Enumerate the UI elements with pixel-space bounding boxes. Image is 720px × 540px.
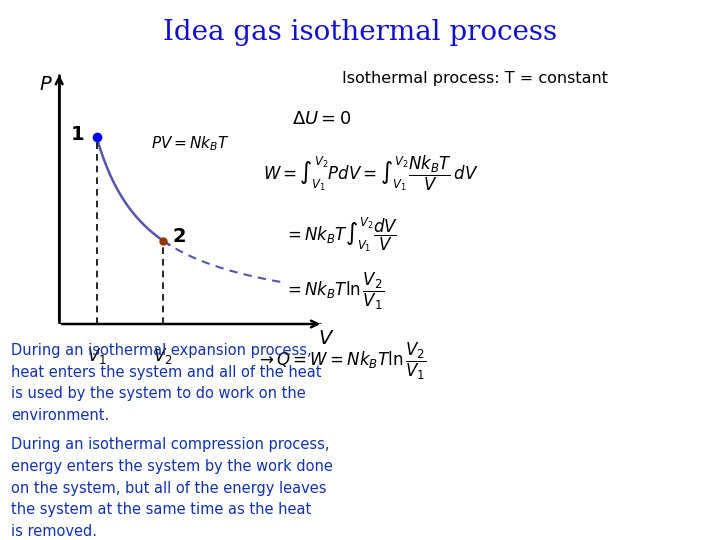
Text: $= Nk_BT \int_{V_1}^{V_2} \dfrac{dV}{V}$: $= Nk_BT \int_{V_1}^{V_2} \dfrac{dV}{V}$ [284, 216, 398, 254]
Text: $V_2$: $V_2$ [153, 346, 173, 366]
Text: $\rightarrow Q = W = Nk_BT \ln \dfrac{V_2}{V_1}$: $\rightarrow Q = W = Nk_BT \ln \dfrac{V_… [256, 341, 426, 382]
Text: 2: 2 [172, 226, 186, 246]
Text: $V$: $V$ [318, 329, 334, 348]
Text: 1: 1 [71, 125, 85, 144]
Text: $P$: $P$ [39, 75, 53, 93]
Text: During an isothermal expansion process,
heat enters the system and all of the he: During an isothermal expansion process, … [11, 343, 321, 423]
Text: During an isothermal compression process,
energy enters the system by the work d: During an isothermal compression process… [11, 437, 333, 539]
Text: $V_1$: $V_1$ [86, 346, 107, 366]
Text: $\Delta U = 0$: $\Delta U = 0$ [292, 110, 351, 128]
Text: $W = \int_{V_1}^{V_2} PdV = \int_{V_1}^{V_2} \dfrac{Nk_BT}{V}\, dV$: $W = \int_{V_1}^{V_2} PdV = \int_{V_1}^{… [263, 153, 478, 193]
Text: Idea gas isothermal process: Idea gas isothermal process [163, 19, 557, 46]
Text: $= Nk_BT \ln \dfrac{V_2}{V_1}$: $= Nk_BT \ln \dfrac{V_2}{V_1}$ [284, 271, 384, 312]
Text: Isothermal process: T = constant: Isothermal process: T = constant [342, 71, 608, 86]
Text: $PV = Nk_BT$: $PV = Nk_BT$ [150, 134, 229, 153]
